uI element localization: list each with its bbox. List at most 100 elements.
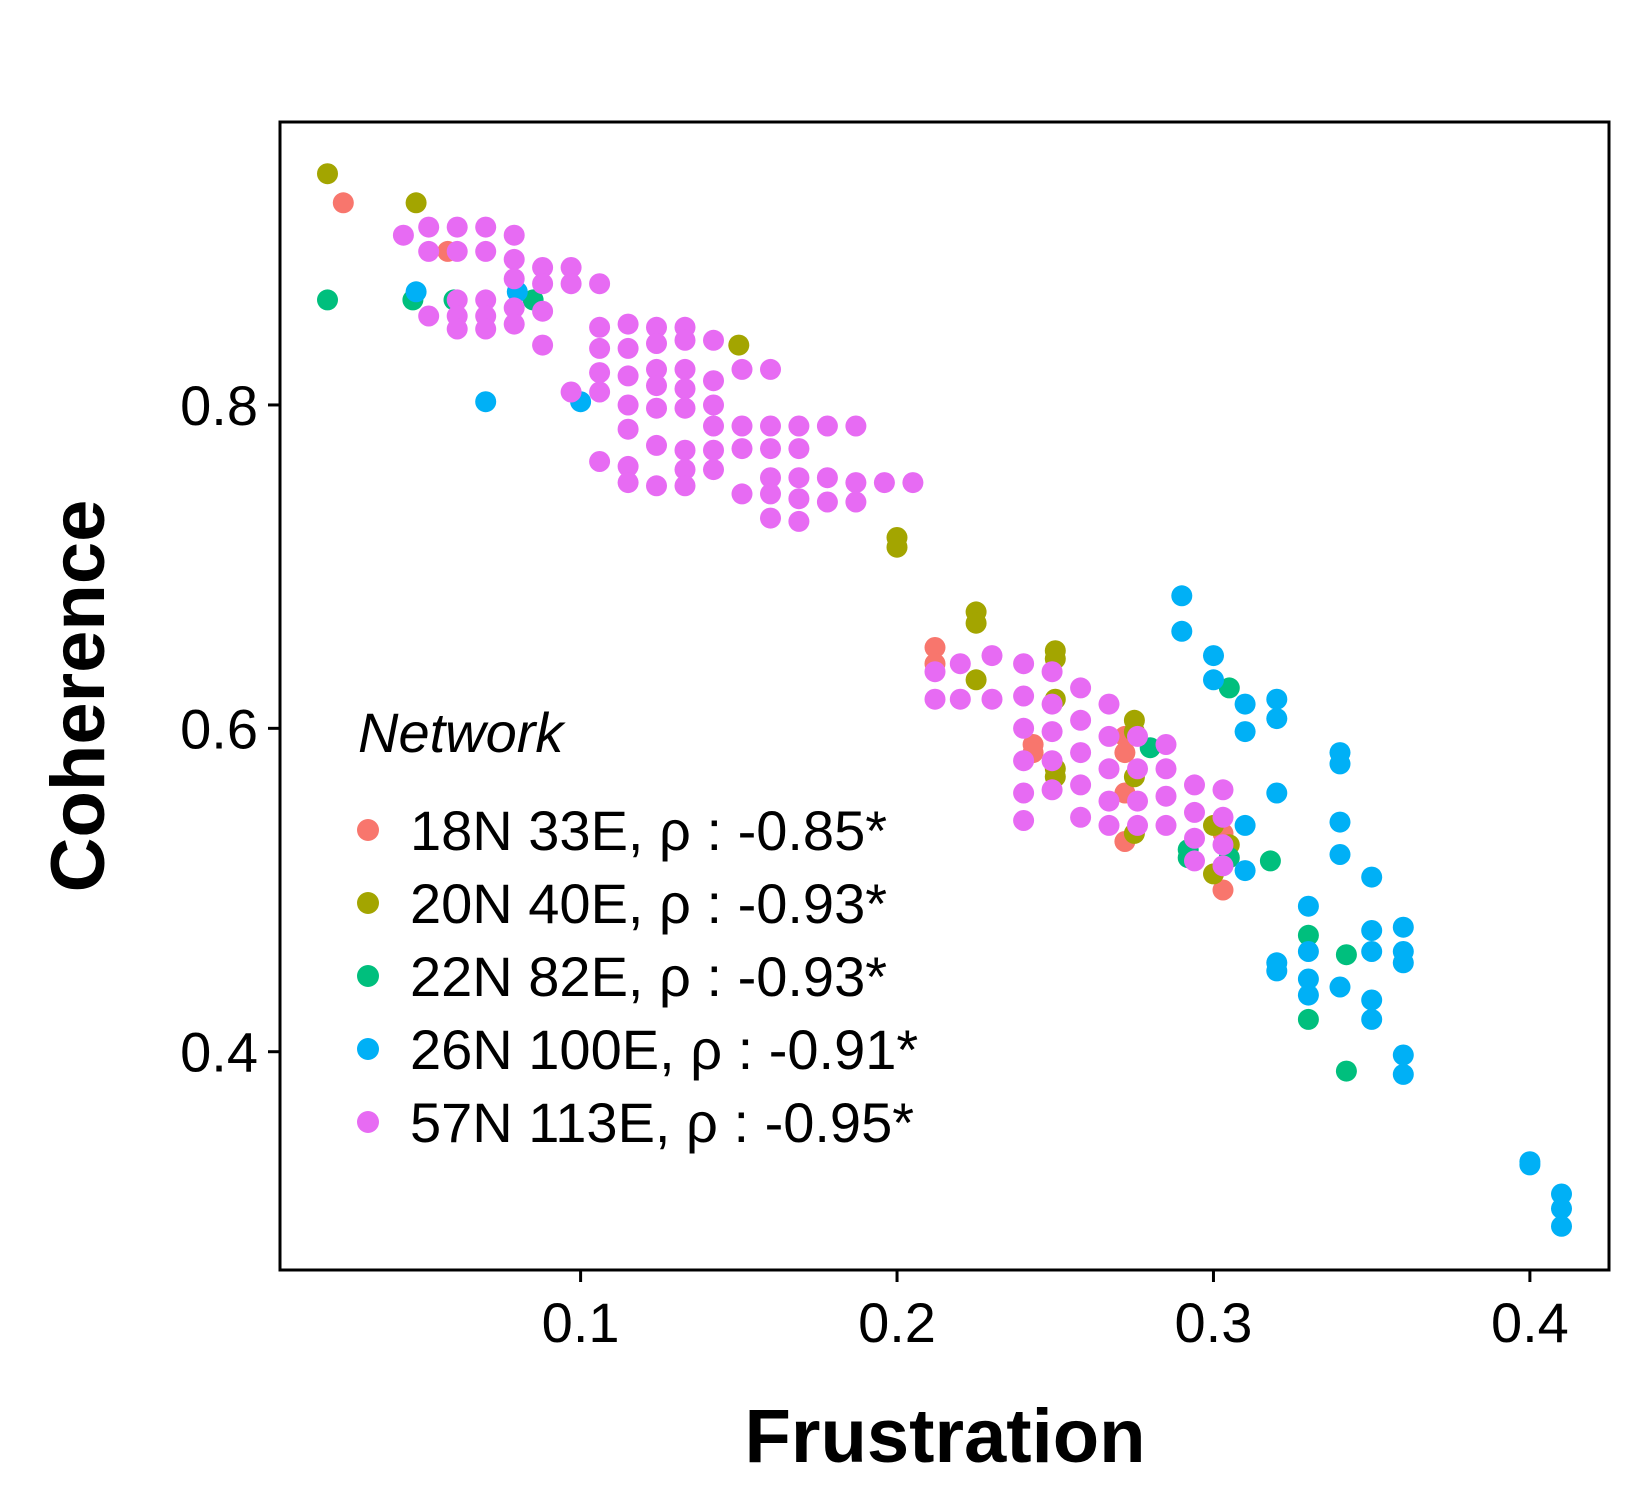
data-point: [1127, 725, 1148, 747]
data-point: [617, 472, 639, 494]
data-point: [924, 637, 946, 658]
data-point: [1234, 693, 1256, 715]
data-point: [1041, 661, 1063, 683]
data-point: [1361, 920, 1383, 941]
data-point: [589, 316, 611, 338]
data-point: [1259, 850, 1281, 872]
data-point: [949, 688, 971, 710]
data-point: [1297, 984, 1319, 1006]
legend: Network 18N 33E, ρ : -0.85* 20N 40E, ρ : …: [357, 701, 918, 1154]
data-point: [503, 224, 525, 246]
data-point: [1551, 1198, 1572, 1220]
data-point: [589, 451, 611, 472]
data-point: [674, 329, 696, 351]
legend-items: 18N 33E, ρ : -0.85* 20N 40E, ρ : -0.93* 22…: [357, 799, 918, 1154]
x-tick-label: 0.1: [542, 1291, 620, 1354]
data-point: [1184, 774, 1205, 796]
data-point: [503, 268, 525, 290]
data-point: [674, 475, 696, 497]
data-point: [475, 391, 497, 413]
data-point: [873, 472, 895, 494]
legend-key: [357, 892, 379, 914]
data-point: [1184, 827, 1205, 849]
data-point: [703, 439, 724, 461]
data-point: [503, 313, 525, 335]
data-point: [703, 329, 724, 351]
data-point: [1070, 677, 1092, 699]
legend-label: 26N 100E, ρ : -0.91*: [410, 1018, 918, 1081]
data-point: [646, 475, 667, 497]
data-point: [731, 483, 753, 505]
data-point: [475, 289, 497, 311]
data-point: [760, 467, 781, 489]
legend-item: 26N 100E, ρ : -0.91*: [357, 1018, 918, 1081]
data-point: [1203, 669, 1224, 691]
data-point: [674, 439, 696, 461]
data-point: [646, 375, 667, 397]
data-point: [965, 669, 987, 691]
data-point: [1041, 721, 1063, 743]
data-point: [788, 438, 810, 460]
data-point: [1070, 709, 1092, 731]
legend-label: 57N 113E, ρ : -0.95*: [410, 1091, 914, 1154]
data-point: [1127, 790, 1148, 812]
data-point: [1297, 1008, 1319, 1030]
data-point: [731, 438, 753, 460]
data-point: [1013, 717, 1035, 739]
data-point: [1335, 944, 1357, 966]
y-tick-label: 0.6: [180, 697, 258, 760]
legend-key: [357, 819, 379, 841]
data-point: [617, 394, 639, 416]
data-point: [760, 358, 781, 380]
data-point: [1155, 785, 1177, 807]
series-5-points: [392, 216, 1234, 877]
data-point: [1266, 688, 1288, 710]
x-tick-label: 0.2: [858, 1291, 936, 1354]
legend-item: 18N 33E, ρ : -0.85*: [357, 799, 887, 862]
data-point: [845, 491, 867, 513]
data-point: [1335, 1060, 1357, 1082]
data-point: [1266, 782, 1288, 804]
data-point: [1329, 844, 1351, 865]
data-point: [1013, 685, 1035, 707]
data-point: [731, 415, 753, 437]
legend-key: [357, 1111, 379, 1133]
data-point: [617, 418, 639, 440]
data-point: [965, 612, 987, 634]
data-point: [703, 394, 724, 416]
data-point: [1098, 725, 1120, 747]
data-point: [418, 240, 440, 262]
data-point: [1070, 806, 1092, 828]
data-point: [1155, 758, 1177, 780]
data-point: [532, 334, 554, 356]
data-point: [760, 507, 781, 529]
data-point: [646, 434, 667, 456]
data-point: [760, 483, 781, 505]
data-point: [1234, 860, 1256, 882]
data-point: [1297, 968, 1319, 990]
data-point: [1266, 960, 1288, 982]
legend-label: 18N 33E, ρ : -0.85*: [410, 799, 887, 862]
data-point: [646, 358, 667, 380]
data-point: [845, 472, 867, 494]
data-point: [1361, 941, 1383, 962]
plot-panel-border: [278, 120, 1611, 1272]
data-point: [1098, 758, 1120, 780]
data-point: [1041, 779, 1063, 801]
data-point: [1171, 585, 1193, 607]
data-point: [1266, 708, 1288, 730]
data-point: [924, 661, 946, 683]
data-point: [1070, 742, 1092, 764]
data-point: [1519, 1154, 1541, 1176]
legend-label: 20N 40E, ρ : -0.93*: [410, 872, 887, 935]
legend-title: Network: [358, 701, 566, 764]
data-point: [1218, 677, 1240, 699]
data-point: [589, 381, 611, 403]
data-point: [674, 397, 696, 419]
data-point: [1212, 834, 1234, 856]
data-point: [981, 645, 1003, 667]
data-point: [560, 381, 582, 403]
data-point: [1329, 811, 1351, 833]
data-point: [1041, 693, 1063, 715]
